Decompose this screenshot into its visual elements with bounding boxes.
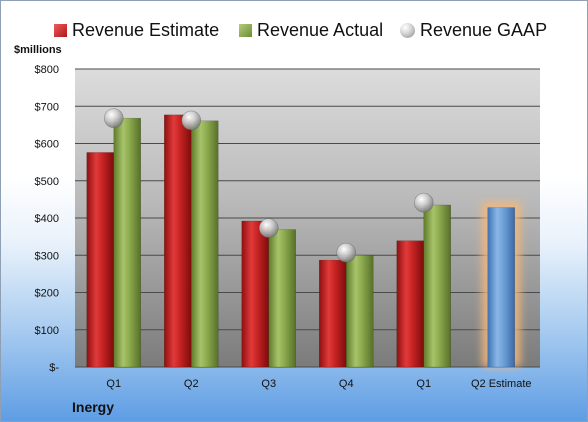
bar-revenue-actual [113, 117, 141, 368]
y-tick-label: $400 [35, 213, 59, 225]
y-tick-label: $300 [35, 250, 59, 262]
marker-revenue-gaap [181, 110, 202, 131]
marker-revenue-gaap [103, 108, 124, 128]
bar-revenue-estimate [396, 240, 424, 368]
marker-revenue-gaap [413, 192, 434, 213]
bar-revenue-actual [346, 255, 374, 368]
legend-swatch-revenue-actual [239, 23, 252, 37]
bar-revenue-actual [191, 120, 219, 368]
legend-swatch-revenue-estimate [54, 23, 67, 37]
bar-revenue-actual [268, 229, 296, 368]
y-tick-label: $700 [35, 101, 59, 113]
marker-revenue-gaap [336, 242, 357, 263]
y-tick-label: $200 [35, 288, 59, 300]
x-tick-label: Q3 [261, 378, 276, 390]
bar-revenue-estimate [241, 220, 269, 368]
bar-revenue-estimate [319, 259, 347, 368]
legend-item-revenue-gaap: Revenue GAAP [400, 18, 547, 42]
company-name: Inergy [72, 399, 115, 415]
legend: Revenue Estimate Revenue Actual Revenue … [1, 18, 587, 42]
y-axis-unit-label: $millions [14, 44, 62, 56]
legend-label-revenue-actual: Revenue Actual [257, 19, 384, 40]
legend-label-revenue-estimate: Revenue Estimate [72, 19, 220, 40]
legend-item-revenue-actual: Revenue Actual [239, 18, 383, 42]
y-tick-label: $100 [35, 325, 59, 337]
bar-revenue-actual [423, 204, 451, 368]
marker-revenue-gaap [258, 218, 279, 238]
legend-label-revenue-gaap: Revenue GAAP [420, 19, 548, 40]
y-tick-label: $800 [35, 64, 59, 76]
y-tick-label: $- [49, 362, 59, 374]
x-tick-label: Q1 [416, 378, 431, 390]
x-tick-label: Q2 [184, 378, 199, 390]
legend-item-revenue-estimate: Revenue Estimate [54, 18, 219, 42]
legend-swatch-revenue-gaap [400, 22, 415, 38]
bar-revenue-estimate [86, 152, 114, 368]
y-tick-label: $500 [35, 176, 59, 188]
x-tick-label: Q2 Estimate [471, 378, 532, 390]
bar-q2-estimate [487, 207, 515, 368]
y-tick-label: $600 [35, 139, 59, 151]
bar-revenue-estimate [164, 114, 192, 368]
x-tick-label: Q4 [339, 378, 354, 390]
x-tick-label: Q1 [106, 378, 121, 390]
